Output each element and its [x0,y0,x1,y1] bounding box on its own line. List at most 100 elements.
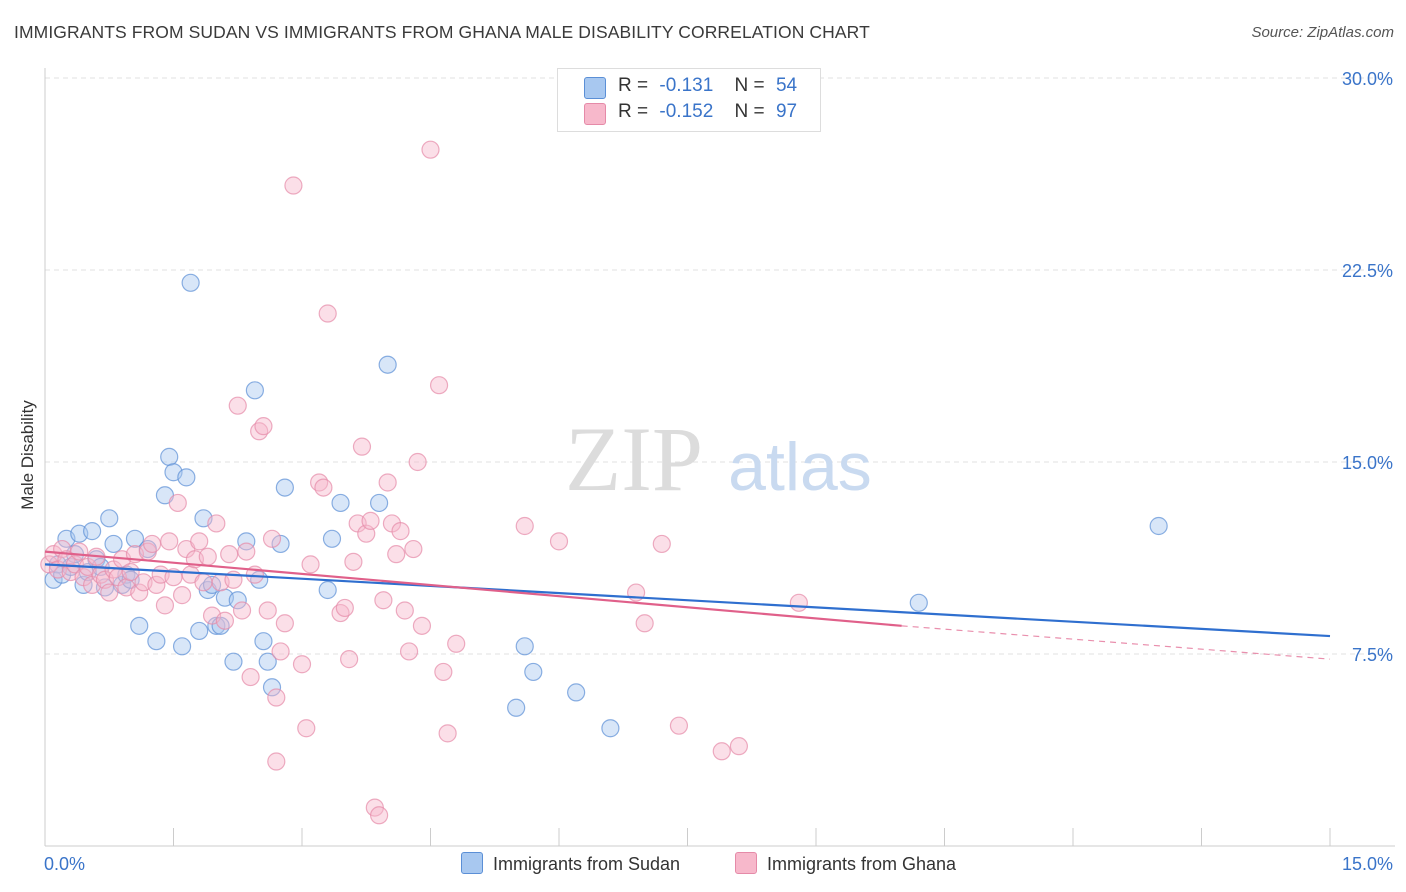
point-sudan [515,637,534,656]
point-ghana [335,598,354,618]
point-sudan [104,534,123,554]
point-ghana [340,650,359,669]
point-ghana [267,752,286,771]
tick-labels: 7.5% 15.0% 22.5% 30.0% 0.0% 15.0% [44,69,1393,874]
bottom-legend-swatch-sudan [461,852,483,874]
point-ghana [284,176,303,195]
point-ghana [168,493,187,513]
point-ghana [271,642,290,661]
bottom-legend-label-ghana: Immigrants from Ghana [767,854,957,874]
axes [44,68,1395,847]
legend-swatch-sudan [584,77,606,99]
point-ghana [147,575,166,594]
point-sudan [100,509,119,528]
point-sudan [275,478,294,497]
point-ghana [194,573,213,592]
point-ghana [254,417,273,436]
trend-line-ghana-extension [901,625,1331,660]
point-sudan [331,493,350,513]
source-label: Source: ZipAtlas.com [1251,24,1394,41]
y-tick-label: 30.0% [1342,69,1393,89]
point-sudan [83,522,102,541]
point-ghana [172,586,192,605]
legend-n-label: N = [734,75,765,96]
point-sudan [125,529,145,548]
point-sudan [370,493,389,513]
point-ghana [160,532,179,551]
point-ghana [207,514,226,533]
bottom-legend-ghana: Immigrants from Ghana [735,852,956,875]
point-sudan [318,580,337,600]
point-ghana [297,719,316,738]
point-ghana [130,583,149,602]
point-ghana [142,534,162,554]
point-ghana [232,601,252,620]
legend-n-value-ghana: 97 [775,101,798,122]
trend-lines [44,550,1331,660]
grid-lines [45,77,1395,655]
bottom-legend-swatch-ghana [735,852,757,874]
point-ghana [387,545,406,564]
point-ghana [669,716,689,735]
point-sudan [224,652,243,671]
point-sudan [567,683,586,702]
point-sudan [271,534,290,554]
point-sudan [254,632,273,651]
point-ghana [429,376,449,395]
point-sudan [524,662,543,682]
legend-swatch-ghana [584,103,606,125]
bottom-legend-label-sudan: Immigrants from Sudan [493,854,681,874]
y-tick-label: 7.5% [1352,645,1393,665]
point-ghana [198,547,217,566]
legend-r-label: R = [618,101,649,122]
point-ghana [652,534,671,554]
point-sudan [909,593,928,612]
point-ghana [399,642,419,661]
point-ghana [275,614,294,633]
point-ghana [292,655,312,674]
x-tick-label: 0.0% [44,854,85,874]
point-ghana [267,688,286,707]
point-ghana [262,529,282,548]
x-tick-label: 15.0% [1342,854,1393,874]
point-sudan [507,698,526,717]
point-ghana [100,583,119,602]
trend-line-ghana [44,550,902,627]
point-ghana [447,634,466,653]
point-sudan [601,719,620,738]
legend-r-label: R = [618,75,649,96]
point-ghana [241,667,260,687]
point-ghana [361,511,380,530]
point-ghana [412,616,432,635]
point-ghana [789,593,808,612]
point-sudan [160,447,179,466]
point-ghana [258,601,277,620]
point-ghana [370,806,389,825]
point-ghana [215,611,234,630]
point-sudan [228,591,247,610]
point-ghana [408,452,427,472]
legend-r-value-ghana: -0.152 [659,101,714,122]
point-ghana [155,596,175,615]
watermark-atlas: atlas [728,429,872,505]
legend-n-label: N = [734,101,765,122]
legend-r-value-sudan: -0.131 [659,75,714,96]
point-sudan [262,678,282,697]
point-sudan [181,273,200,292]
point-ghana [549,532,569,551]
bottom-legend-sudan: Immigrants from Sudan [461,852,680,875]
point-sudan [322,529,342,548]
watermark-zip: ZIP [565,408,703,510]
point-ghana [434,662,453,682]
point-sudan [147,632,166,651]
point-ghana [314,478,333,497]
point-ghana [391,522,410,541]
point-sudan [130,616,149,635]
point-ghana [228,396,247,415]
chart-title: IMMIGRANTS FROM SUDAN VS IMMIGRANTS FROM… [14,22,870,42]
point-ghana [220,545,239,564]
point-ghana [421,140,440,159]
point-ghana [378,473,397,492]
point-sudan [177,468,196,487]
